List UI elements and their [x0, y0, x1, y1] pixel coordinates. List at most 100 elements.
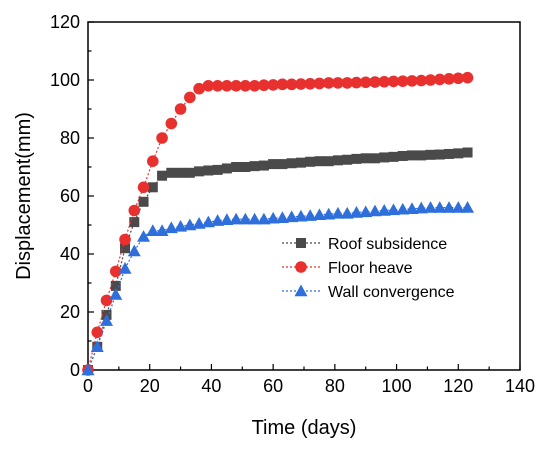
data-point: [249, 161, 260, 172]
x-tick-label: 20: [140, 376, 160, 396]
data-point: [312, 208, 326, 221]
data-point: [433, 73, 446, 86]
data-point: [452, 72, 465, 85]
data-point: [451, 201, 465, 213]
data-point: [349, 206, 363, 218]
data-point: [175, 167, 186, 178]
data-point: [109, 265, 122, 278]
legend-marker: [296, 238, 306, 248]
data-point: [305, 156, 316, 167]
data-point: [379, 152, 390, 163]
data-point: [414, 201, 428, 214]
data-point: [118, 262, 132, 274]
data-point: [342, 154, 353, 165]
data-point: [174, 219, 188, 232]
data-point: [248, 80, 261, 92]
data-point: [240, 162, 251, 172]
y-tick-label: 0: [70, 360, 80, 380]
data-point: [238, 212, 252, 225]
data-point: [424, 74, 437, 86]
data-point: [100, 294, 113, 307]
data-point: [351, 153, 362, 164]
data-point: [91, 326, 104, 339]
data-point: [405, 202, 419, 214]
data-point: [220, 213, 234, 225]
data-point: [406, 75, 418, 87]
data-point: [119, 233, 131, 246]
x-tick-label: 60: [263, 376, 283, 396]
data-point: [137, 181, 150, 194]
data-point: [295, 157, 306, 168]
x-axis-title: Time (days): [252, 417, 357, 439]
data-point: [127, 244, 141, 257]
data-point: [396, 75, 409, 87]
series-floor-heave: [82, 71, 474, 376]
data-point: [229, 212, 243, 225]
data-point: [192, 217, 206, 229]
y-tick-label: 120: [50, 12, 80, 32]
data-point: [443, 73, 455, 85]
x-axis: 0 20 40 60 80 100 120 140: [83, 364, 535, 396]
data-point: [416, 150, 427, 161]
data-point: [415, 74, 428, 87]
data-point: [165, 117, 178, 130]
data-point: [257, 212, 271, 225]
data-point: [388, 151, 399, 162]
data-point: [442, 201, 456, 213]
series-line: [87, 77, 468, 371]
data-point: [359, 76, 372, 89]
data-point: [138, 196, 149, 207]
data-point: [203, 165, 214, 176]
y-axis: 0 20 40 60 80 100 120: [50, 12, 94, 380]
series-layer: [81, 71, 475, 376]
data-point: [194, 166, 205, 177]
data-point: [211, 214, 225, 226]
data-point: [267, 79, 279, 91]
data-point: [193, 82, 205, 95]
data-point: [202, 80, 215, 92]
data-point: [461, 71, 474, 84]
data-point: [184, 167, 195, 178]
data-point: [294, 209, 308, 222]
data-point: [100, 314, 114, 326]
data-point: [146, 224, 160, 236]
data-point: [340, 206, 354, 219]
data-point: [377, 204, 391, 216]
data-point: [453, 148, 464, 159]
data-point: [110, 280, 121, 291]
data-point: [407, 150, 417, 161]
data-point: [183, 218, 197, 231]
legend-marker: [294, 284, 308, 297]
data-point: [332, 77, 344, 89]
data-point: [444, 148, 455, 159]
data-point: [156, 132, 168, 144]
x-tick-label: 80: [325, 376, 345, 396]
data-point: [425, 149, 436, 160]
data-point: [368, 204, 382, 217]
data-point: [434, 149, 445, 160]
data-point: [137, 230, 151, 242]
data-point: [313, 77, 326, 90]
data-point: [303, 209, 317, 221]
data-point: [184, 91, 196, 104]
data-point: [424, 201, 438, 213]
data-point: [277, 159, 288, 170]
series-wall-convergence: [81, 201, 475, 376]
data-point: [147, 155, 159, 167]
data-point: [332, 155, 343, 166]
series-roof-subsidence: [83, 147, 473, 375]
data-point: [164, 221, 178, 234]
data-point: [90, 340, 104, 352]
data-point: [248, 212, 262, 225]
data-point: [128, 204, 141, 217]
x-tick-label: 0: [83, 376, 93, 396]
legend-label: Roof subsidence: [328, 236, 447, 253]
data-point: [341, 77, 354, 89]
x-tick-label: 140: [505, 376, 535, 396]
y-tick-label: 80: [60, 128, 80, 148]
data-point: [369, 153, 380, 164]
data-point: [322, 77, 335, 89]
data-point: [350, 76, 363, 89]
data-point: [275, 211, 289, 223]
data-point: [360, 153, 371, 164]
